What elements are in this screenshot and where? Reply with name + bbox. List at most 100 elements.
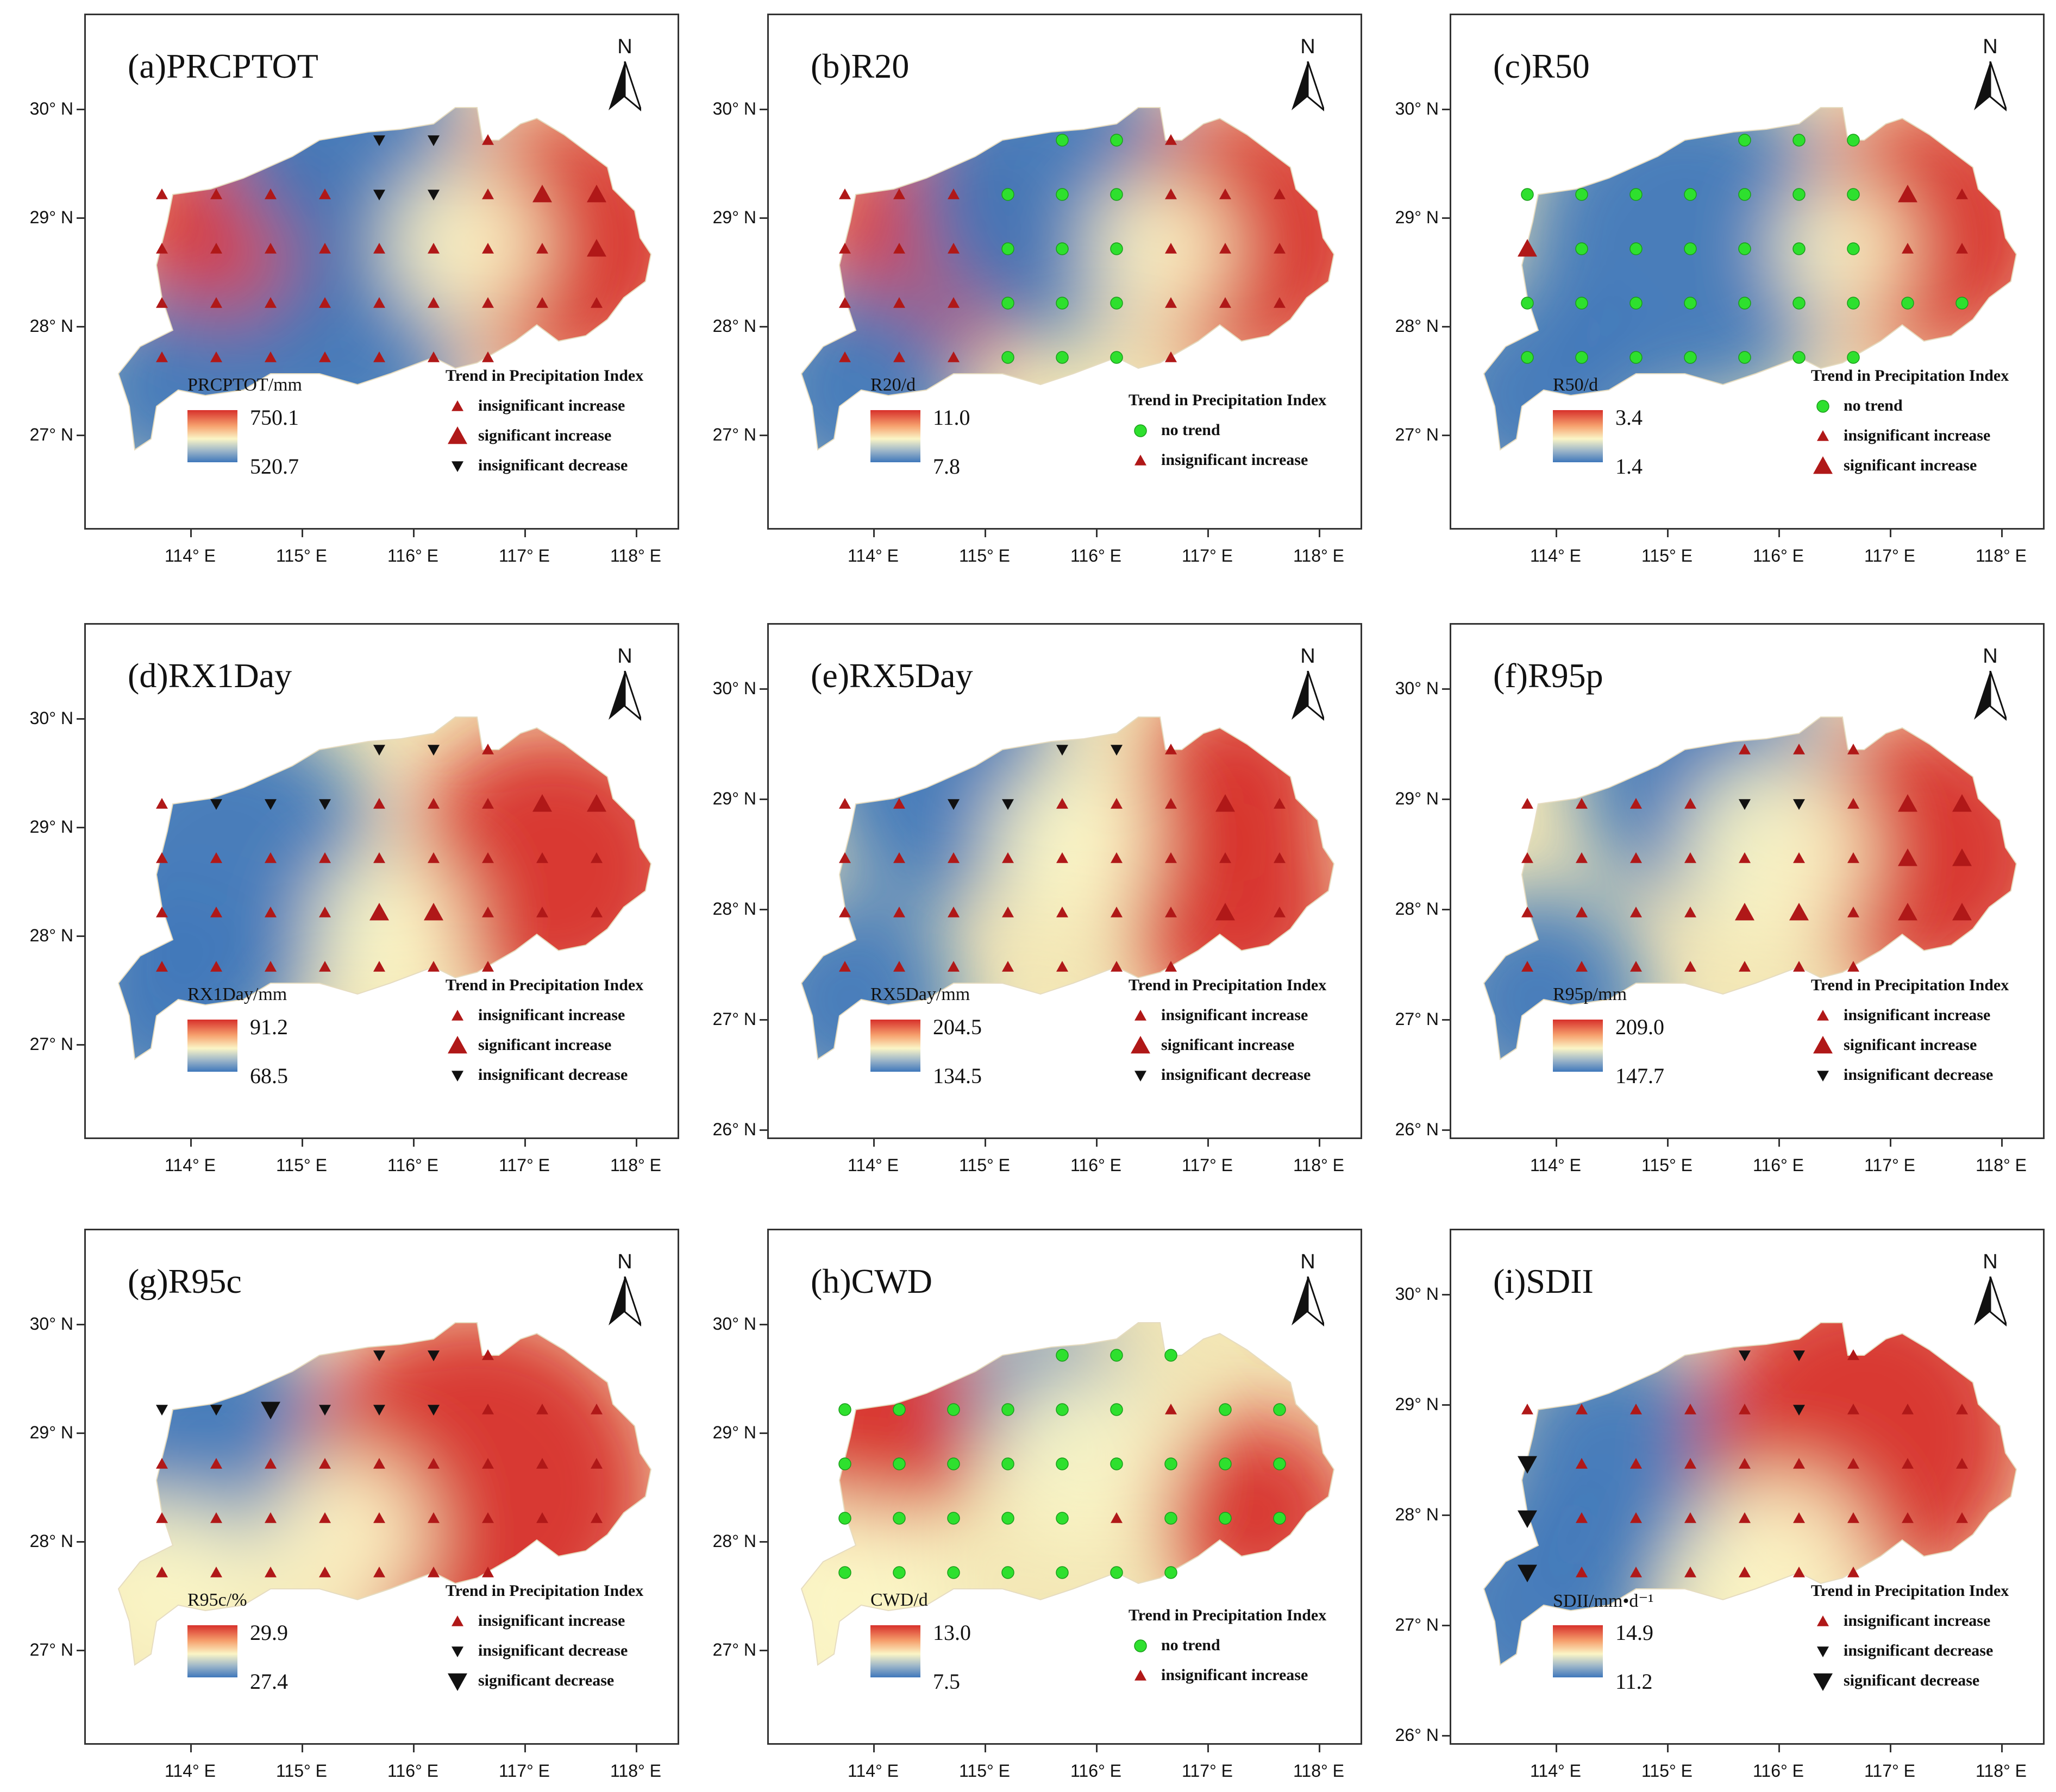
lon-label: 116° E [387,1761,439,1781]
trend-symbol [1684,297,1697,310]
lon-tick [1207,530,1209,537]
lon-tick [1096,1745,1098,1752]
lon-tick [873,1745,875,1752]
trend-legend-symbol [452,1010,463,1021]
trend-symbol [948,907,960,917]
trend-symbol [591,1512,603,1523]
legend-insig_dec-icon [452,1071,463,1082]
lon-tick [636,1745,637,1752]
legend-insig_dec-icon [1817,1646,1829,1657]
trend-symbol [373,1405,385,1416]
north-label: N [1983,1250,1998,1273]
lon-tick [302,530,303,537]
trend-symbol [1739,1567,1751,1577]
trend-symbol [1738,188,1751,201]
trend-symbol [210,961,222,972]
trend-symbol [373,961,385,972]
trend-symbol [1219,297,1231,308]
trend-legend-label: insignificant decrease [478,456,628,474]
trend-symbol [1684,1512,1696,1523]
trend-symbol [1902,1512,1914,1523]
lon-label: 118° E [1293,1761,1345,1781]
trend-symbol [319,852,331,863]
trend-legend-label: insignificant increase [1161,1666,1308,1684]
lon-tick [985,1139,986,1147]
trend-symbol [1001,1512,1014,1525]
legend-sig_dec-icon [448,1673,467,1691]
lon-label: 114° E [847,546,899,565]
legend-no_trend-icon [1816,400,1829,413]
lat-tick [760,1019,767,1021]
trend-symbol [1576,1512,1588,1523]
trend-symbol [1847,242,1860,255]
trend-symbol [1056,852,1068,863]
trend-symbol [948,799,960,810]
color-ramp [187,1625,237,1677]
trend-symbol [265,1567,277,1577]
trend-symbol [1738,242,1751,255]
trend-symbol [1789,903,1809,921]
trend-symbol [482,744,494,754]
lat-tick [1442,1735,1450,1737]
north-arrow-icon: N [606,645,644,726]
trend-symbol [1847,1349,1859,1360]
lon-tick [1778,1139,1780,1147]
trend-symbol [424,903,443,921]
trend-symbol [373,351,385,362]
trend-symbol [1518,1564,1537,1582]
trend-legend-label: insignificant decrease [478,1066,628,1084]
trend-legend-title: Trend in Precipitation Index [446,367,644,385]
trend-symbol [1629,351,1643,364]
trend-symbol [1629,188,1643,201]
trend-symbol [1901,297,1914,310]
legend-sig_inc-icon [1813,456,1833,474]
trend-legend-label: insignificant increase [478,397,625,414]
trend-symbol [1056,188,1069,201]
trend-legend-label: insignificant increase [1844,1612,1991,1630]
legend-insig_dec-icon [1817,1071,1829,1082]
trend-symbol [1111,852,1123,863]
lon-tick [1667,530,1669,537]
trend-symbol [482,798,494,809]
north-arrow-icon: N [1971,645,2009,726]
trend-symbol [591,1404,603,1414]
trend-symbol [1952,848,1972,866]
map-frame [1450,1229,2045,1745]
lon-label: 118° E [1293,546,1345,565]
panel-title: (h)CWD [811,1262,932,1300]
lat-tick [760,798,767,800]
lon-label: 116° E [1752,1155,1804,1175]
lon-tick [873,530,875,537]
lat-tick [760,435,767,436]
trend-symbol [1110,1403,1123,1416]
trend-symbol [1521,798,1533,809]
trend-symbol [1847,351,1860,364]
trend-symbol [1952,903,1972,921]
trend-symbol [1956,188,1968,199]
trend-symbol [265,961,277,972]
lon-tick [985,1745,986,1752]
lat-label: 29° N [29,817,73,837]
lat-label: 27° N [29,1640,73,1659]
trend-legend-symbol [1817,1071,1829,1082]
trend-legend-label: no trend [1161,1636,1220,1654]
trend-symbol [1847,188,1860,201]
lon-label: 117° E [1864,546,1916,565]
region-outline [117,1322,652,1666]
map-frame [84,14,679,530]
lat-tick [760,1541,767,1543]
legend-no_trend-icon [1134,424,1147,437]
trend-symbol [210,243,222,254]
trend-symbol [1847,1404,1859,1414]
lon-label: 115° E [958,1761,1011,1781]
trend-legend-title: Trend in Precipitation Index [1129,391,1327,409]
trend-symbol [1576,907,1588,917]
trend-symbol [1684,188,1697,201]
north-label: N [1300,35,1315,58]
map-a [117,107,652,451]
color-ramp [870,410,920,462]
trend-symbol [1898,848,1917,866]
trend-legend-label: insignificant decrease [478,1642,628,1659]
trend-symbol [1792,188,1806,201]
trend-symbol [482,1458,494,1469]
